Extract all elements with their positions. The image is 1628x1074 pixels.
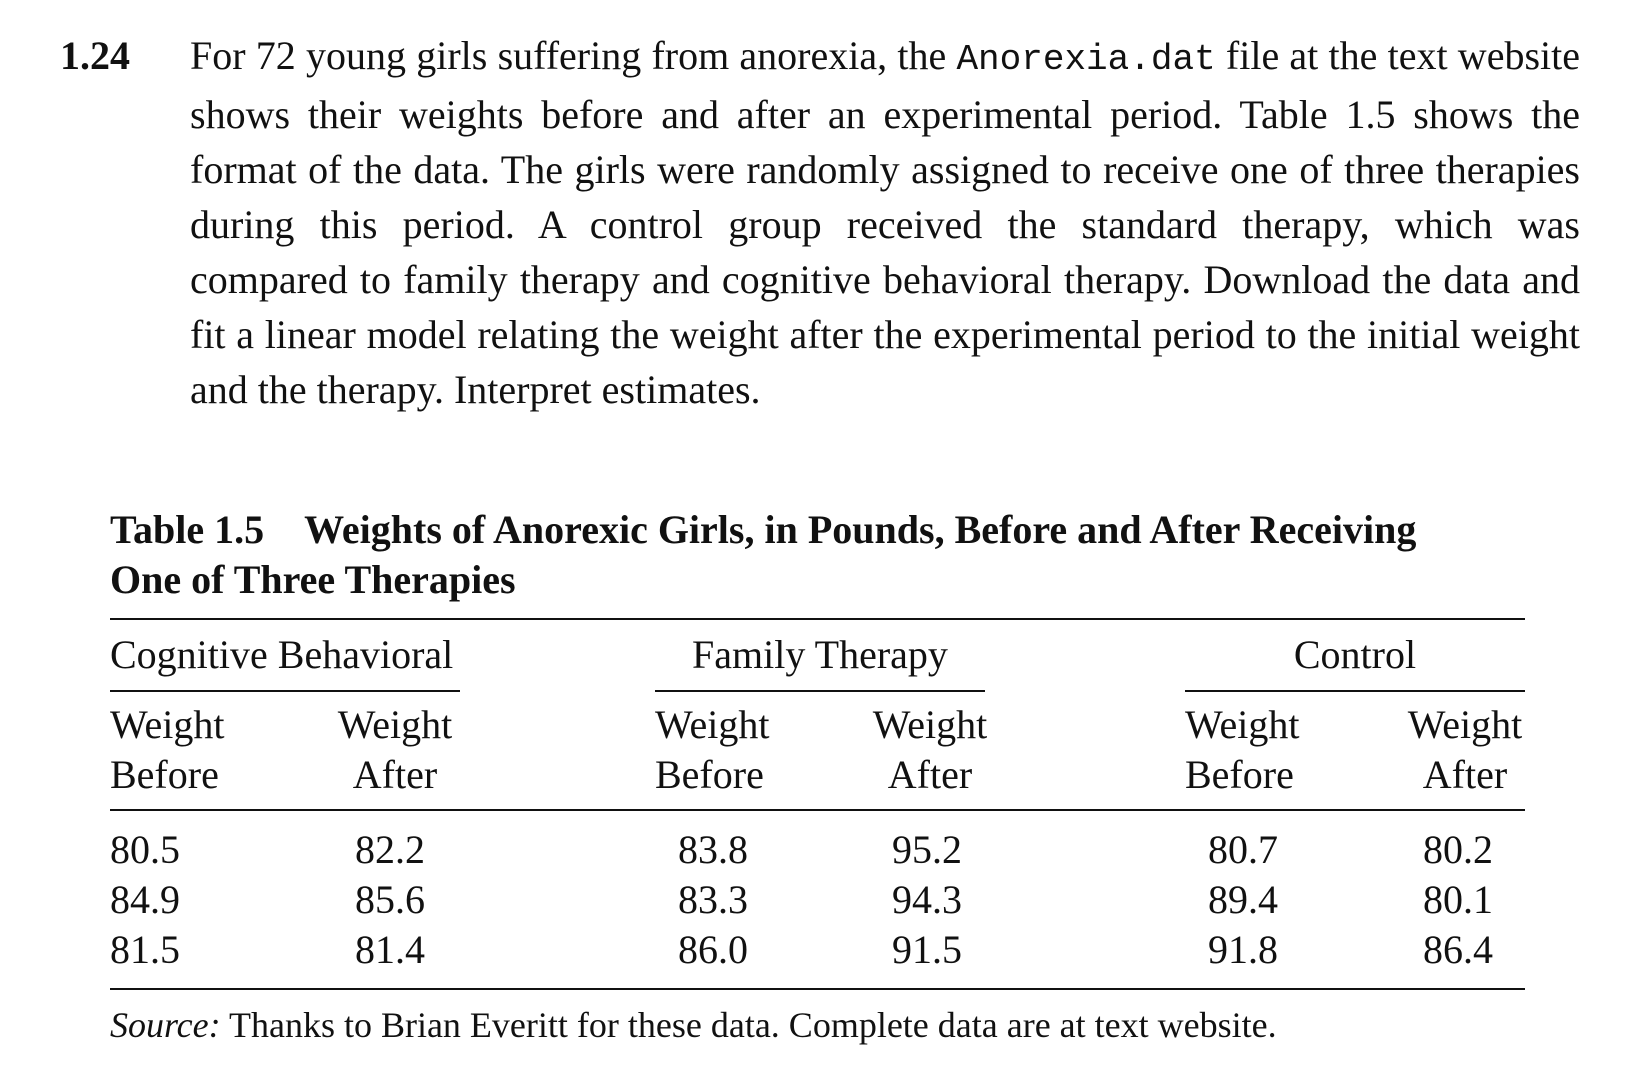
table-cell: 83.3 [678, 877, 748, 922]
table-header-rule [110, 809, 1525, 811]
subheader-line2: After [1422, 752, 1508, 797]
subheader-line2: Before [1185, 752, 1294, 797]
subheader-weight-before: Weight Before [110, 700, 225, 800]
table-bottom-rule [110, 988, 1525, 990]
table-cell: 80.2 [1423, 827, 1493, 872]
group-rule-family [655, 690, 985, 692]
source-label: Source: [110, 1005, 221, 1045]
table-cell: 85.6 [355, 877, 425, 922]
source-text: Thanks to Brian Everitt for these data. … [220, 1005, 1277, 1045]
table-cell: 94.3 [892, 877, 962, 922]
table-cell: 86.4 [1423, 927, 1493, 972]
table-caption: Table 1.5 Weights of Anorexic Girls, in P… [110, 505, 1530, 605]
table-title-line2: One of Three Therapies [110, 557, 516, 602]
subheader-weight-after: Weight After [1400, 700, 1530, 800]
column-cognitive-before: 80.5 84.9 81.5 [110, 825, 180, 975]
table-cell: 81.5 [110, 927, 180, 972]
table-cell: 83.8 [678, 827, 748, 872]
table-cell: 80.7 [1208, 827, 1278, 872]
column-cognitive-after: 82.2 85.6 81.4 [355, 825, 425, 975]
column-control-before: 80.7 89.4 91.8 [1208, 825, 1278, 975]
dataset-filename: Anorexia.dat [956, 39, 1216, 80]
table-title-line1: Weights of Anorexic Girls, in Pounds, Be… [304, 507, 1417, 552]
subheader-line1: Weight [1407, 702, 1523, 747]
exercise-text-part-1: For 72 young girls suffering from anorex… [190, 33, 957, 78]
column-family-after: 95.2 94.3 91.5 [892, 825, 962, 975]
subheader-line1: Weight [337, 702, 453, 747]
exercise-number: 1.24 [60, 33, 130, 78]
table-cell: 86.0 [678, 927, 748, 972]
group-header-cognitive: Cognitive Behavioral [110, 632, 454, 677]
table-cell: 80.5 [110, 827, 180, 872]
subheader-line2: Before [655, 752, 764, 797]
table-cell: 84.9 [110, 877, 180, 922]
table-source-note: Source: Thanks to Brian Everitt for thes… [110, 1000, 1277, 1050]
group-header-family: Family Therapy [692, 632, 948, 677]
subheader-weight-before: Weight Before [655, 700, 770, 800]
group-rule-cognitive [110, 690, 460, 692]
subheader-weight-after: Weight After [865, 700, 995, 800]
group-header-control: Control [1293, 632, 1417, 677]
table-cell: 89.4 [1208, 877, 1278, 922]
subheader-weight-after: Weight After [330, 700, 460, 800]
table-label: Table 1.5 [110, 507, 265, 552]
table-cell: 80.1 [1423, 877, 1493, 922]
column-family-before: 83.8 83.3 86.0 [678, 825, 748, 975]
table-cell: 82.2 [355, 827, 425, 872]
subheader-line1: Weight [1185, 702, 1300, 747]
subheader-weight-before: Weight Before [1185, 700, 1300, 800]
exercise-text-part-2: file at the text website shows their wei… [190, 33, 1580, 412]
column-control-after: 80.2 80.1 86.4 [1423, 825, 1493, 975]
subheader-line1: Weight [872, 702, 988, 747]
subheader-line1: Weight [655, 702, 770, 747]
table-cell: 81.4 [355, 927, 425, 972]
group-rule-control [1185, 690, 1525, 692]
subheader-line1: Weight [110, 702, 225, 747]
subheader-line2: After [887, 752, 973, 797]
subheader-line2: Before [110, 752, 219, 797]
table-cell: 91.5 [892, 927, 962, 972]
subheader-line2: After [352, 752, 438, 797]
table-cell: 91.8 [1208, 927, 1278, 972]
table-cell: 95.2 [892, 827, 962, 872]
exercise-text: For 72 young girls suffering from anorex… [190, 28, 1580, 417]
table-top-rule [110, 618, 1525, 620]
